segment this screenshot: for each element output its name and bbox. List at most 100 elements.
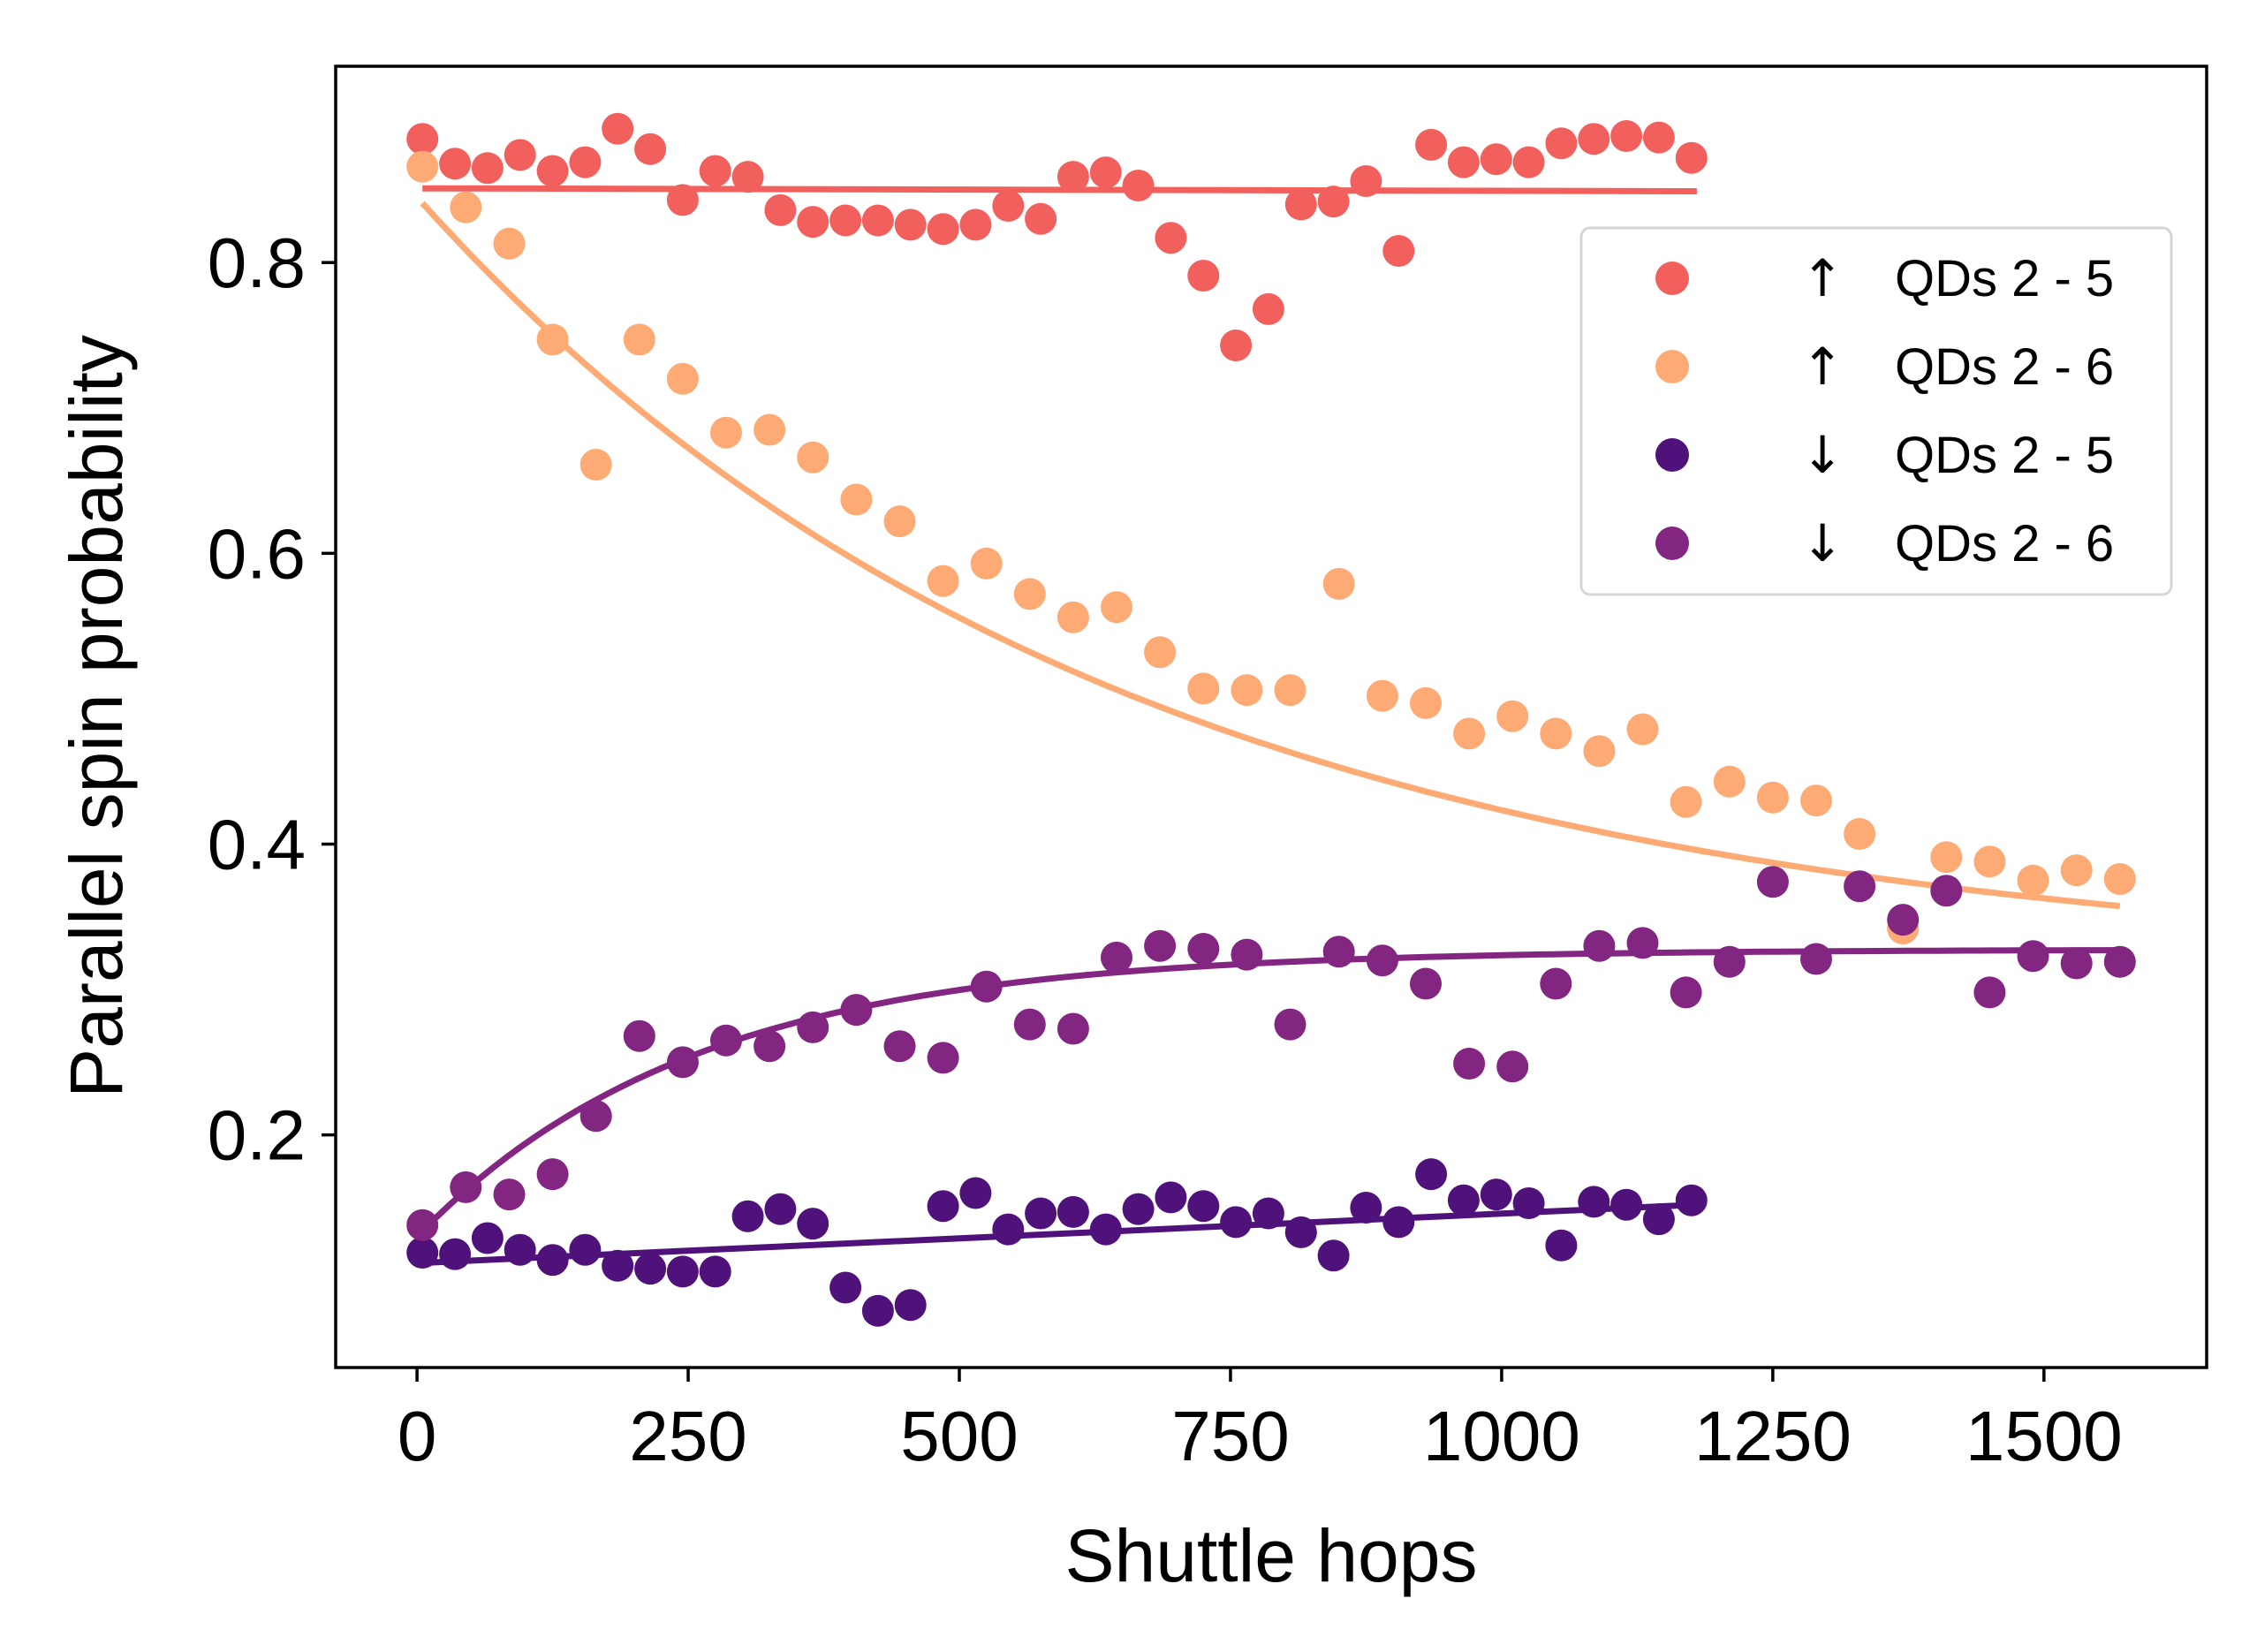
data-point xyxy=(1155,1181,1187,1214)
data-point xyxy=(450,191,482,224)
data-point xyxy=(536,323,569,356)
data-point xyxy=(450,1171,482,1203)
fit-line-4 xyxy=(420,947,2120,1234)
data-point xyxy=(1366,944,1398,977)
data-point xyxy=(406,150,439,183)
data-point xyxy=(1540,967,1572,1000)
data-point xyxy=(1713,765,1746,798)
data-point xyxy=(1187,1190,1220,1223)
legend-box xyxy=(1579,226,2173,596)
data-point xyxy=(1973,845,2006,878)
data-point xyxy=(1583,735,1616,768)
data-point xyxy=(1887,904,1920,936)
y-tick-label: 0.6 xyxy=(208,514,306,593)
data-point xyxy=(1317,1239,1350,1272)
data-point xyxy=(1317,186,1350,218)
legend-entries: ↑ QDs 2 - 5 ↑ QDs 2 - 6 ↓ QDs 2 - 5 ↓ QDs 2 - 6 xyxy=(1655,248,2114,573)
data-point xyxy=(894,208,927,241)
data-point xyxy=(569,146,602,178)
data-point xyxy=(1453,1048,1486,1080)
data-point xyxy=(536,155,569,187)
y-axis-ticks: 0.2 0.4 0.6 0.8 xyxy=(208,224,336,1175)
y-tick-label: 0.8 xyxy=(208,224,306,302)
data-point xyxy=(579,1100,612,1133)
data-point xyxy=(927,565,959,597)
data-point xyxy=(602,112,634,145)
data-point xyxy=(471,152,504,185)
data-point xyxy=(1122,1193,1155,1225)
data-point xyxy=(1013,578,1046,610)
legend-label: QDs 2 - 6 xyxy=(1895,515,2114,572)
legend-marker xyxy=(1655,261,1689,295)
data-point xyxy=(1675,1184,1708,1216)
data-point xyxy=(493,227,526,260)
data-point xyxy=(1231,674,1263,707)
data-point xyxy=(1274,674,1306,707)
data-point xyxy=(1578,123,1610,155)
data-point xyxy=(1670,785,1702,818)
data-point xyxy=(710,1024,742,1057)
data-point xyxy=(1930,875,1963,907)
data-point xyxy=(1675,141,1708,174)
data-point xyxy=(504,1233,536,1266)
data-point xyxy=(1496,1050,1529,1083)
legend-spin-arrow: ↑ xyxy=(1801,337,1844,397)
data-point xyxy=(1540,717,1572,750)
data-point xyxy=(1447,146,1480,178)
data-point xyxy=(1713,945,1746,978)
data-point xyxy=(1480,143,1512,176)
data-point xyxy=(536,1244,569,1277)
x-tick-label: 250 xyxy=(629,1397,746,1475)
data-point xyxy=(1382,235,1415,267)
data-point xyxy=(1122,170,1155,201)
x-axis-ticks: 0 250 500 750 1000 1250 1500 xyxy=(398,1368,2123,1475)
data-point xyxy=(754,413,786,446)
fit-line-2 xyxy=(420,201,2121,910)
data-point xyxy=(970,970,1003,1003)
data-point xyxy=(1231,938,1263,971)
fit-line-3 xyxy=(422,1201,1698,1266)
data-point xyxy=(439,148,472,180)
data-point xyxy=(927,1190,959,1223)
data-point xyxy=(1144,636,1177,669)
data-point xyxy=(1453,717,1486,750)
data-point xyxy=(1252,1197,1284,1230)
data-point xyxy=(2103,945,2136,978)
plot-frame xyxy=(334,64,2208,1369)
legend-marker xyxy=(1655,438,1689,472)
fit-lines xyxy=(420,185,2121,1266)
data-point xyxy=(1322,567,1355,600)
data-point xyxy=(1155,222,1187,254)
data-point xyxy=(1366,679,1398,712)
data-point xyxy=(1973,976,2006,1009)
data-point xyxy=(1626,713,1659,746)
legend: ↑ QDs 2 - 5 ↑ QDs 2 - 6 ↓ QDs 2 - 5 ↓ QDs 2 - 6 xyxy=(1579,226,2173,596)
data-point xyxy=(699,155,731,187)
data-point xyxy=(1284,1216,1317,1248)
data-point xyxy=(504,139,536,171)
data-point xyxy=(1415,128,1448,161)
data-point xyxy=(840,994,873,1027)
data-point xyxy=(666,362,699,395)
legend-spin-arrow: ↓ xyxy=(1801,513,1844,573)
data-point xyxy=(764,1193,797,1225)
data-point xyxy=(992,190,1025,222)
data-point xyxy=(1930,841,1963,874)
data-point xyxy=(1025,1197,1057,1230)
data-point xyxy=(959,208,992,241)
data-point xyxy=(1512,1187,1545,1219)
x-axis-label: Shuttle hops xyxy=(1064,1514,1477,1597)
x-tick-label: 500 xyxy=(900,1397,1018,1475)
data-point xyxy=(861,204,894,237)
data-point xyxy=(666,1046,699,1079)
data-point xyxy=(1583,929,1616,962)
data-point xyxy=(959,1177,992,1209)
legend-marker xyxy=(1655,527,1689,560)
data-point xyxy=(1626,927,1659,959)
data-points xyxy=(406,112,2136,1327)
data-point xyxy=(699,1255,731,1288)
data-point xyxy=(1101,591,1132,624)
data-point xyxy=(1350,1192,1382,1224)
data-point xyxy=(493,1178,526,1211)
